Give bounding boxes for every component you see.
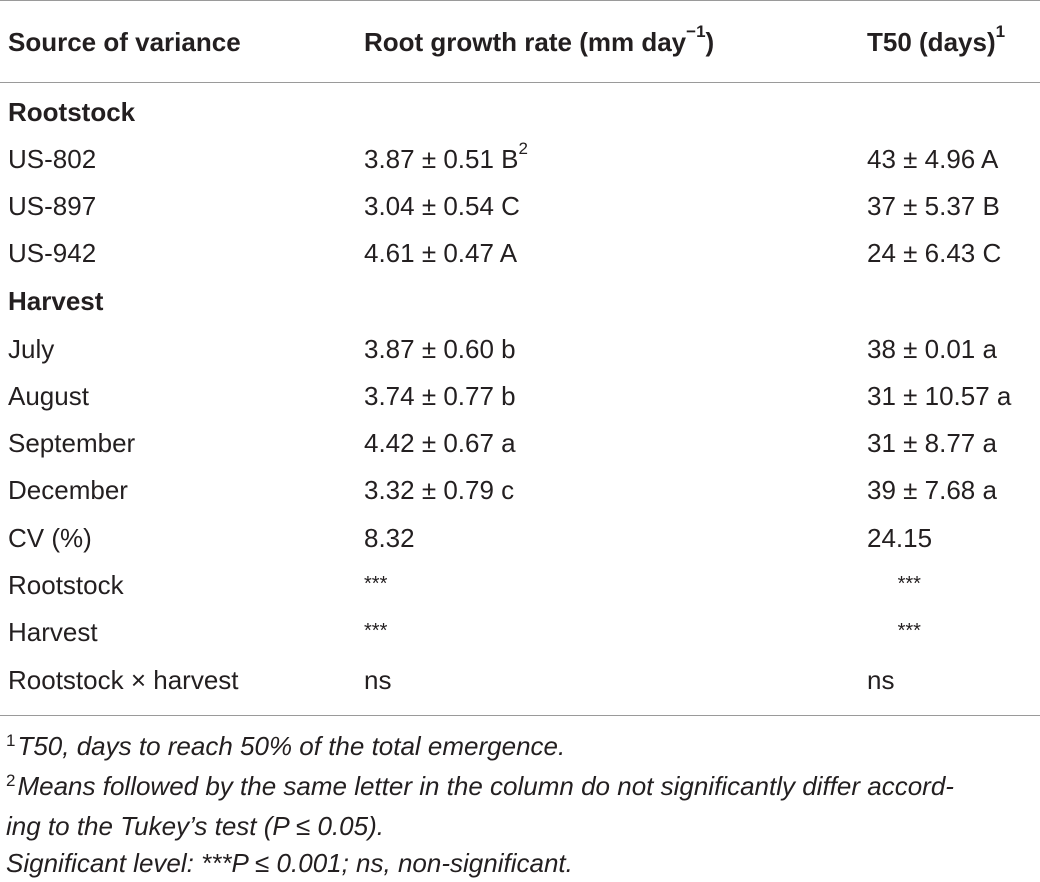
root-growth-value: 8.32 bbox=[364, 523, 415, 553]
header-root-growth-sup: −1 bbox=[686, 22, 706, 42]
row-label: Harvest bbox=[8, 617, 98, 647]
table-row: August 3.74 ± 0.77 b 31 ± 10.57 a bbox=[0, 373, 1040, 419]
footnote-text: T50, days to reach 50% of the total emer… bbox=[17, 731, 566, 761]
row-label: US-897 bbox=[8, 191, 97, 221]
root-growth-value: 3.74 ± 0.77 b bbox=[364, 381, 516, 411]
footnote: 1T50, days to reach 50% of the total eme… bbox=[6, 728, 1036, 768]
header-root-growth-end: ) bbox=[705, 27, 715, 57]
table-row: September 4.42 ± 0.67 a 31 ± 8.77 a bbox=[0, 420, 1040, 466]
row-label: CV (%) bbox=[8, 523, 92, 553]
significance-value: *** bbox=[364, 573, 388, 595]
table-header: Source of variance Root growth rate (mm … bbox=[0, 19, 1040, 65]
root-growth-value: 4.61 ± 0.47 A bbox=[364, 238, 518, 268]
table-row: CV (%) 8.32 24.15 bbox=[0, 515, 1040, 561]
significance-value: ns bbox=[867, 665, 895, 695]
table-row: US-897 3.04 ± 0.54 C 37 ± 5.37 B bbox=[0, 183, 1040, 229]
table-row: US-942 4.61 ± 0.47 A 24 ± 6.43 C bbox=[0, 230, 1040, 276]
row-label: US-942 bbox=[8, 238, 97, 268]
significance-value: ns bbox=[364, 665, 392, 695]
footnote-text: Means followed by the same letter in the… bbox=[17, 771, 954, 801]
root-growth-value: 3.87 ± 0.51 B2 bbox=[364, 136, 528, 182]
t50-value: 38 ± 0.01 a bbox=[867, 334, 997, 364]
significance-value: *** bbox=[364, 620, 388, 642]
footnote-number: 1 bbox=[6, 731, 16, 750]
top-rule bbox=[0, 0, 1040, 1]
row-label: September bbox=[8, 428, 136, 458]
root-growth-value: 3.32 ± 0.79 c bbox=[364, 475, 515, 505]
section-rootstock: Rootstock bbox=[0, 89, 1040, 135]
section-harvest: Harvest bbox=[0, 278, 1040, 324]
footnote-continuation: ing to the Tukey’s test (P ≤ 0.05). bbox=[6, 808, 1036, 845]
footnote-number: 2 bbox=[6, 771, 16, 790]
bottom-rule bbox=[0, 715, 1040, 716]
t50-value: 37 ± 5.37 B bbox=[867, 191, 1000, 221]
row-label: Rootstock × harvest bbox=[8, 665, 239, 695]
root-growth-sup: 2 bbox=[518, 139, 528, 159]
significance-value: *** bbox=[897, 620, 921, 642]
table-row: Rootstock × harvest ns ns bbox=[0, 657, 1040, 703]
table-row: US-802 3.87 ± 0.51 B2 43 ± 4.96 A bbox=[0, 136, 1040, 182]
root-growth-value: 4.42 ± 0.67 a bbox=[364, 428, 516, 458]
table-footnotes: 1T50, days to reach 50% of the total eme… bbox=[6, 728, 1036, 882]
row-label: December bbox=[8, 475, 128, 505]
footnote-text: Significant level: ***P ≤ 0.001; ns, non… bbox=[6, 848, 573, 878]
header-t50-text: T50 (days) bbox=[867, 27, 996, 57]
t50-value: 24.15 bbox=[867, 523, 933, 553]
row-label: August bbox=[8, 381, 89, 411]
root-growth-text: 3.87 ± 0.51 B bbox=[364, 144, 519, 174]
header-rule bbox=[0, 82, 1040, 83]
header-root-growth: Root growth rate (mm day−1) bbox=[364, 19, 714, 65]
t50-value: 31 ± 10.57 a bbox=[867, 381, 1012, 411]
significance-value: *** bbox=[897, 573, 921, 595]
row-label: US-802 bbox=[8, 144, 97, 174]
footnote-text: ing to the Tukey’s test (P ≤ 0.05). bbox=[6, 811, 384, 841]
footnote: 2Means followed by the same letter in th… bbox=[6, 768, 1036, 808]
table-row: July 3.87 ± 0.60 b 38 ± 0.01 a bbox=[0, 326, 1040, 372]
section-label: Harvest bbox=[8, 286, 104, 316]
t50-value: 24 ± 6.43 C bbox=[867, 238, 1002, 268]
root-growth-value: 3.87 ± 0.60 b bbox=[364, 334, 516, 364]
root-growth-value: 3.04 ± 0.54 C bbox=[364, 191, 520, 221]
row-label: July bbox=[8, 334, 55, 364]
table-row: Harvest *** *** bbox=[0, 609, 1040, 655]
significance-note: Significant level: ***P ≤ 0.001; ns, non… bbox=[6, 845, 1036, 882]
row-label: Rootstock bbox=[8, 570, 124, 600]
table-row: December 3.32 ± 0.79 c 39 ± 7.68 a bbox=[0, 467, 1040, 513]
header-t50-sup: 1 bbox=[995, 22, 1006, 42]
header-t50: T50 (days)1 bbox=[867, 19, 1005, 65]
section-label: Rootstock bbox=[8, 97, 136, 127]
header-root-growth-text: Root growth rate (mm day bbox=[364, 27, 687, 57]
t50-value: 39 ± 7.68 a bbox=[867, 475, 997, 505]
t50-value: 31 ± 8.77 a bbox=[867, 428, 997, 458]
t50-value: 43 ± 4.96 A bbox=[867, 144, 999, 174]
header-source: Source of variance bbox=[8, 27, 241, 57]
table-row: Rootstock *** *** bbox=[0, 562, 1040, 608]
